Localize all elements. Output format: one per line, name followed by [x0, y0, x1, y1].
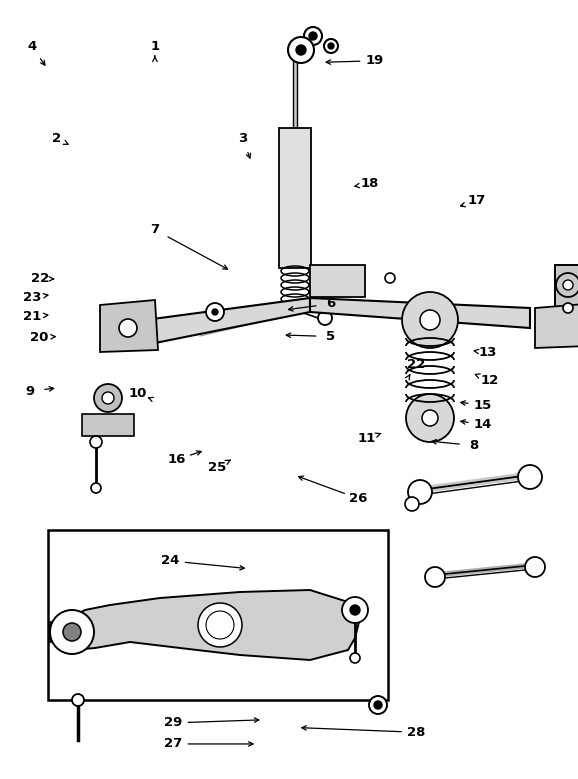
Bar [279, 128, 311, 268]
Circle shape [350, 605, 360, 615]
Text: 20: 20 [30, 331, 49, 344]
Circle shape [90, 436, 102, 448]
Text: 25: 25 [208, 461, 226, 474]
Polygon shape [555, 265, 578, 310]
Bar [48, 530, 388, 700]
Circle shape [212, 309, 218, 315]
Circle shape [309, 32, 317, 40]
Text: 21: 21 [23, 310, 41, 323]
Circle shape [405, 497, 419, 511]
Text: 16: 16 [167, 453, 186, 466]
Text: 6: 6 [326, 298, 335, 310]
Text: 29: 29 [164, 717, 183, 729]
Text: 22: 22 [407, 358, 425, 371]
Text: 26: 26 [349, 492, 368, 505]
Text: 4: 4 [27, 41, 36, 53]
Polygon shape [130, 298, 310, 348]
Circle shape [369, 696, 387, 714]
Circle shape [408, 480, 432, 504]
Circle shape [288, 37, 314, 63]
Text: 5: 5 [326, 330, 335, 343]
Text: 10: 10 [128, 387, 147, 400]
Polygon shape [100, 300, 158, 352]
Text: 13: 13 [478, 347, 497, 359]
Circle shape [556, 273, 578, 297]
Circle shape [50, 610, 94, 654]
Text: 1: 1 [150, 41, 160, 53]
Text: 15: 15 [473, 399, 492, 411]
Circle shape [296, 45, 306, 55]
Circle shape [518, 465, 542, 489]
Text: 12: 12 [481, 374, 499, 386]
Circle shape [328, 43, 334, 49]
Circle shape [91, 483, 101, 493]
Text: 8: 8 [469, 439, 479, 452]
Polygon shape [62, 590, 360, 660]
Circle shape [350, 653, 360, 663]
Circle shape [206, 611, 234, 639]
Circle shape [206, 303, 224, 321]
Circle shape [198, 603, 242, 647]
Circle shape [563, 303, 573, 313]
Text: 28: 28 [407, 726, 425, 738]
Circle shape [525, 557, 545, 577]
Text: 23: 23 [23, 291, 41, 304]
Text: 3: 3 [238, 132, 247, 145]
Text: 27: 27 [164, 738, 183, 750]
Text: 2: 2 [52, 132, 61, 145]
Circle shape [102, 392, 114, 404]
Circle shape [563, 280, 573, 290]
Text: 11: 11 [358, 432, 376, 445]
Circle shape [318, 311, 332, 325]
Circle shape [63, 623, 81, 641]
Circle shape [94, 384, 122, 412]
Circle shape [402, 292, 458, 348]
Circle shape [304, 27, 322, 45]
Text: 19: 19 [365, 55, 384, 67]
Bar [310, 265, 365, 297]
Circle shape [422, 410, 438, 426]
Circle shape [420, 310, 440, 330]
Text: 17: 17 [468, 195, 486, 207]
Bar [50, 622, 72, 642]
Polygon shape [535, 302, 578, 348]
Circle shape [72, 694, 84, 706]
Text: 14: 14 [473, 418, 492, 431]
Bar [82, 414, 134, 436]
Text: 24: 24 [161, 555, 180, 567]
Polygon shape [310, 298, 530, 328]
Circle shape [342, 597, 368, 623]
Circle shape [324, 39, 338, 53]
Circle shape [119, 319, 137, 337]
Circle shape [425, 567, 445, 587]
Text: 22: 22 [31, 273, 50, 285]
Text: 9: 9 [25, 385, 35, 397]
Text: 18: 18 [361, 178, 379, 190]
Circle shape [374, 701, 382, 709]
Text: 7: 7 [150, 224, 160, 236]
Circle shape [406, 394, 454, 442]
Circle shape [385, 273, 395, 283]
